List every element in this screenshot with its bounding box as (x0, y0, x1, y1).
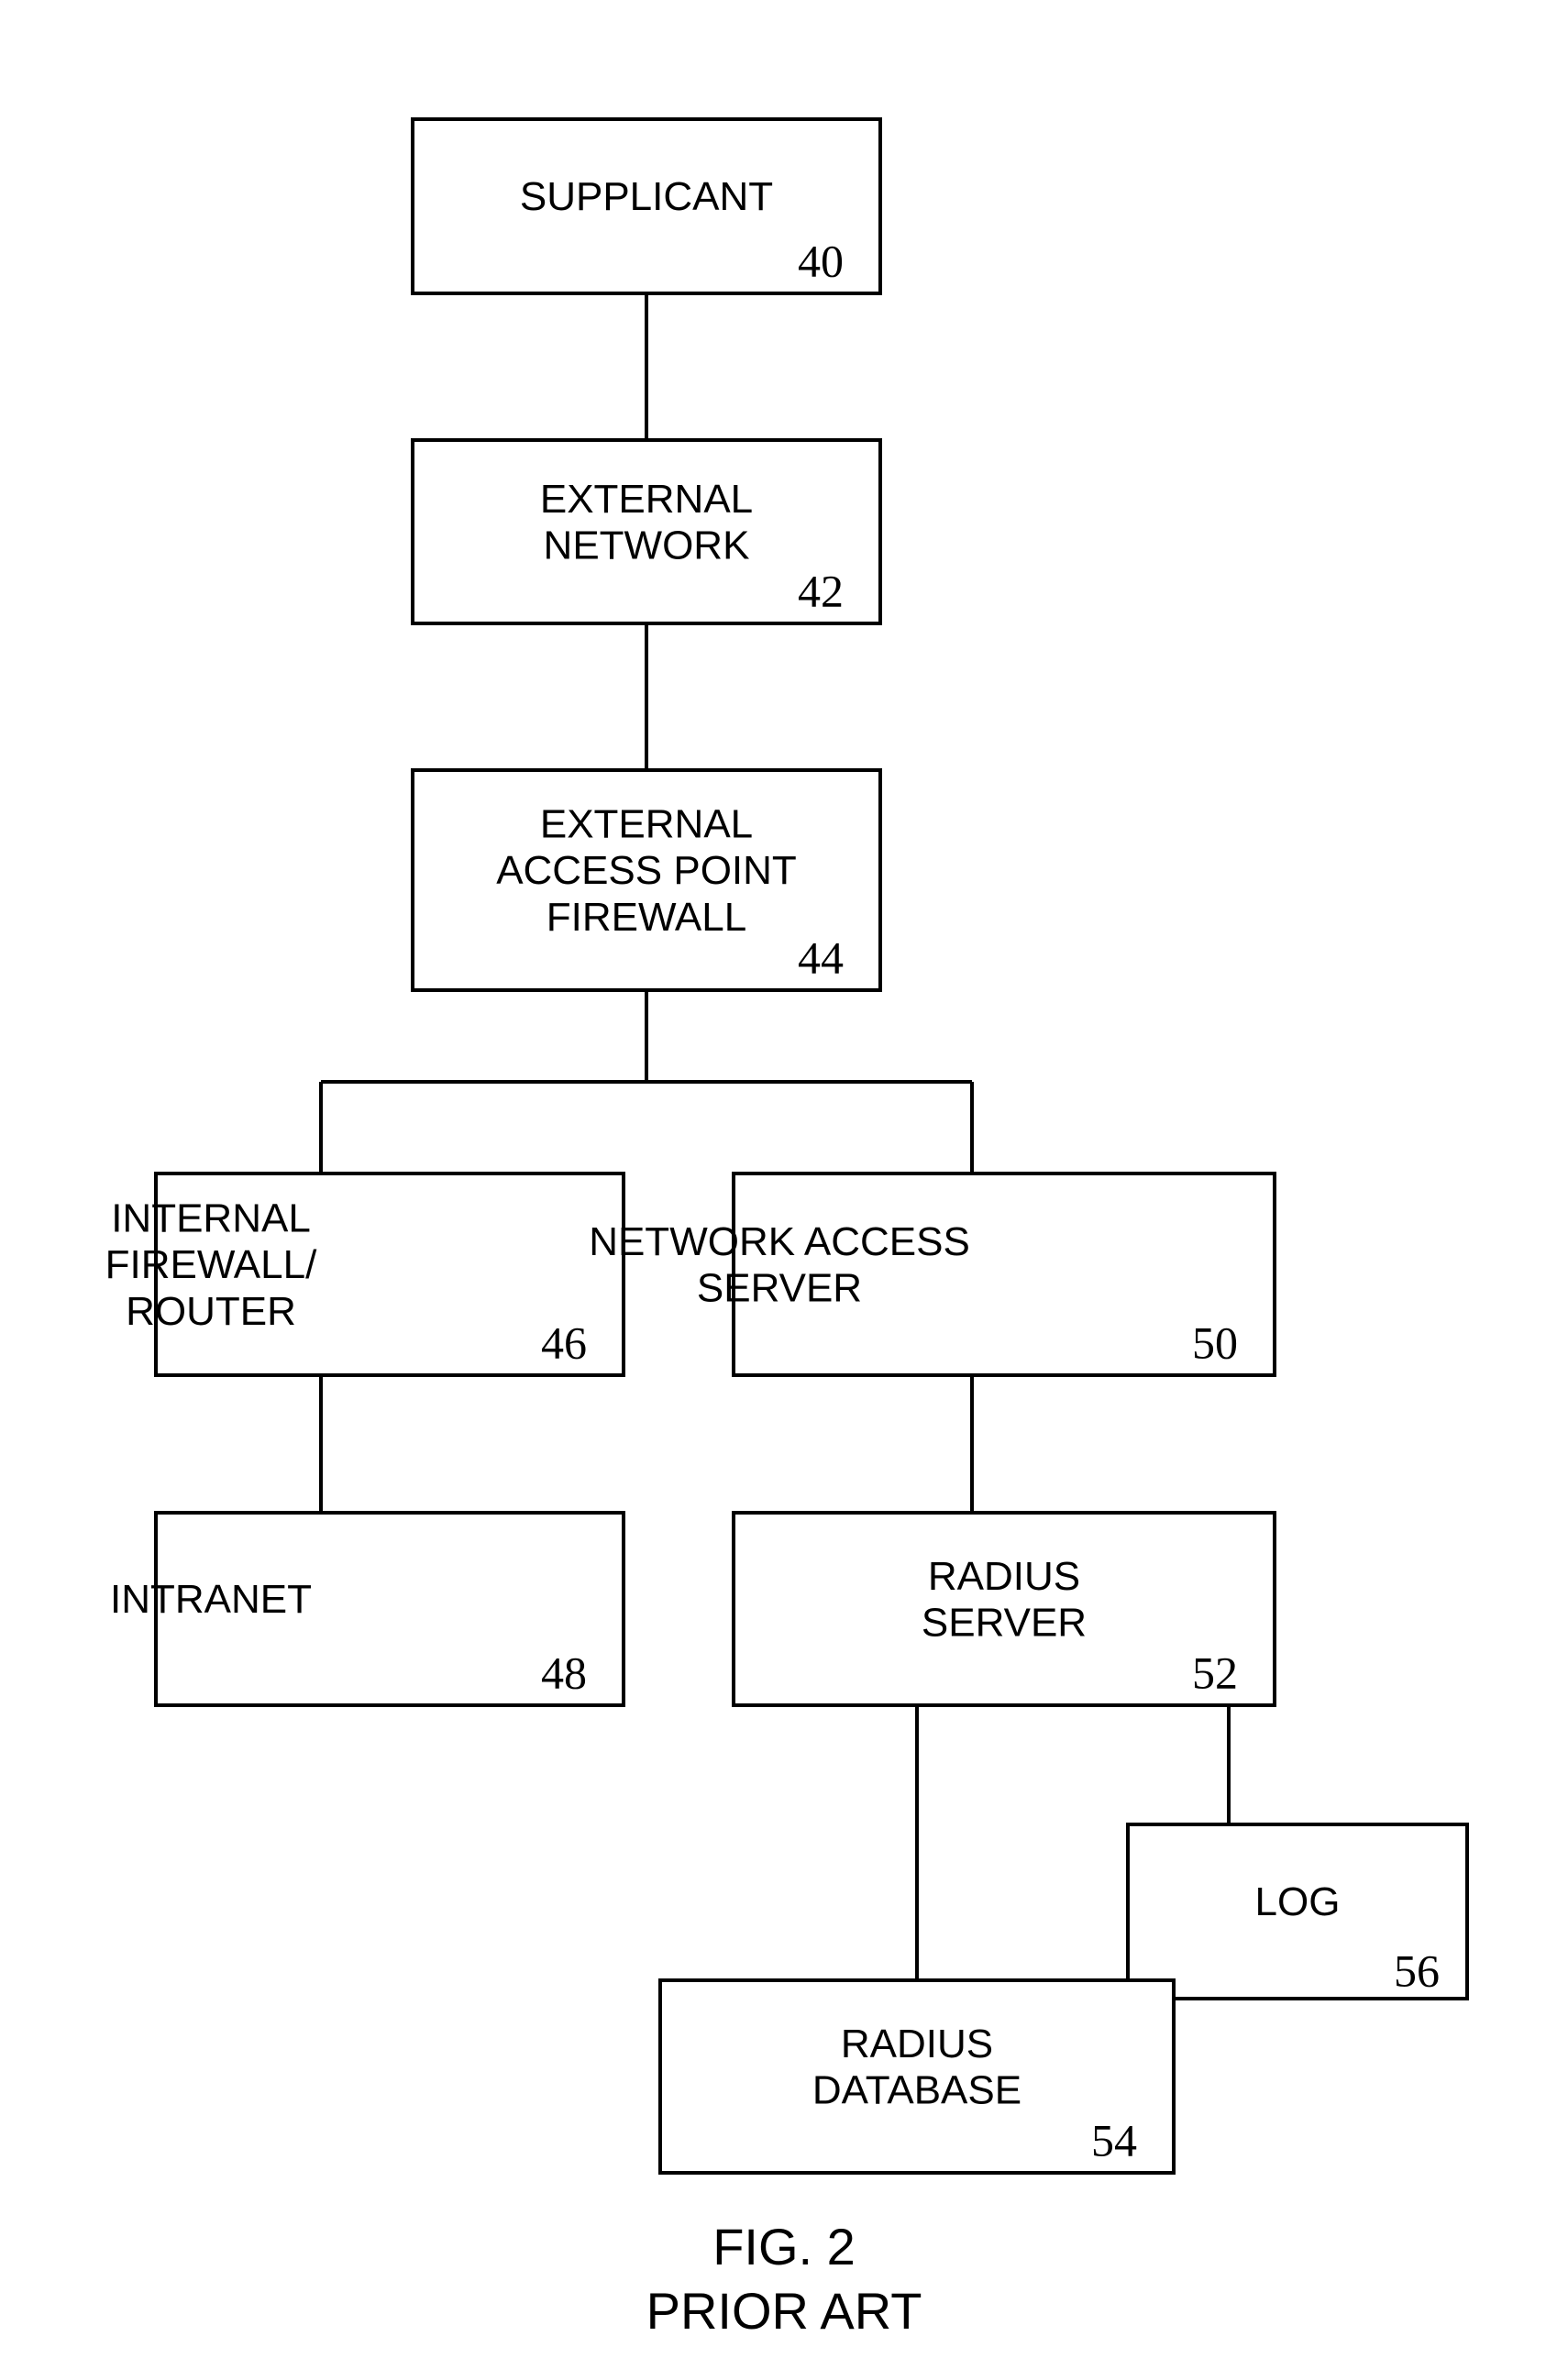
node-intranet-number: 48 (541, 1647, 587, 1698)
node-external-ap-firewall-label: FIREWALL (547, 895, 746, 940)
node-radius-server-label: RADIUS (928, 1554, 1080, 1599)
node-supplicant-label: SUPPLICANT (520, 174, 773, 219)
node-external-ap-firewall: EXTERNALACCESS POINTFIREWALL 44 (413, 770, 880, 990)
node-internal-firewall-label: INTERNAL (111, 1196, 311, 1241)
node-log-number: 56 (1394, 1945, 1440, 1996)
node-nas-number: 50 (1192, 1317, 1238, 1368)
node-nas-label: NETWORK ACCESS (589, 1219, 970, 1264)
node-external-ap-firewall-label: EXTERNAL (540, 802, 753, 847)
node-internal-firewall: INTERNALFIREWALL/ROUTER 46 (105, 1173, 624, 1375)
node-external-network-label: EXTERNAL (540, 477, 753, 522)
node-radius-server: RADIUSSERVER 52 (734, 1513, 1275, 1705)
node-radius-db-label: RADIUS (841, 2022, 993, 2066)
node-log: LOG 56 (1128, 1824, 1467, 1999)
node-nas: NETWORK ACCESSSERVER 50 (589, 1173, 1275, 1375)
node-supplicant: SUPPLICANT 40 (413, 119, 880, 293)
node-radius-db-number: 54 (1091, 2114, 1137, 2165)
node-supplicant-number: 40 (798, 235, 844, 286)
node-internal-firewall-number: 46 (541, 1317, 587, 1368)
node-internal-firewall-label: FIREWALL/ (105, 1242, 317, 1287)
node-external-ap-firewall-number: 44 (798, 931, 844, 983)
node-nas-label: SERVER (697, 1265, 862, 1310)
node-external-network-number: 42 (798, 565, 844, 616)
node-external-network: EXTERNALNETWORK 42 (413, 440, 880, 623)
node-log-label: LOG (1255, 1879, 1341, 1924)
node-radius-db-label: DATABASE (812, 2067, 1021, 2112)
node-radius-server-number: 52 (1192, 1647, 1238, 1698)
node-radius-server-label: SERVER (922, 1600, 1087, 1645)
node-external-network-label: NETWORK (544, 523, 750, 567)
figure-caption-line2: PRIOR ART (646, 2282, 922, 2340)
node-internal-firewall-label: ROUTER (126, 1289, 296, 1334)
node-external-ap-firewall-label: ACCESS POINT (496, 848, 797, 893)
node-radius-db: RADIUSDATABASE 54 (660, 1980, 1174, 2173)
figure-caption-line1: FIG. 2 (712, 2218, 856, 2275)
node-intranet-label: INTRANET (110, 1577, 312, 1622)
node-intranet: INTRANET 48 (110, 1513, 624, 1705)
